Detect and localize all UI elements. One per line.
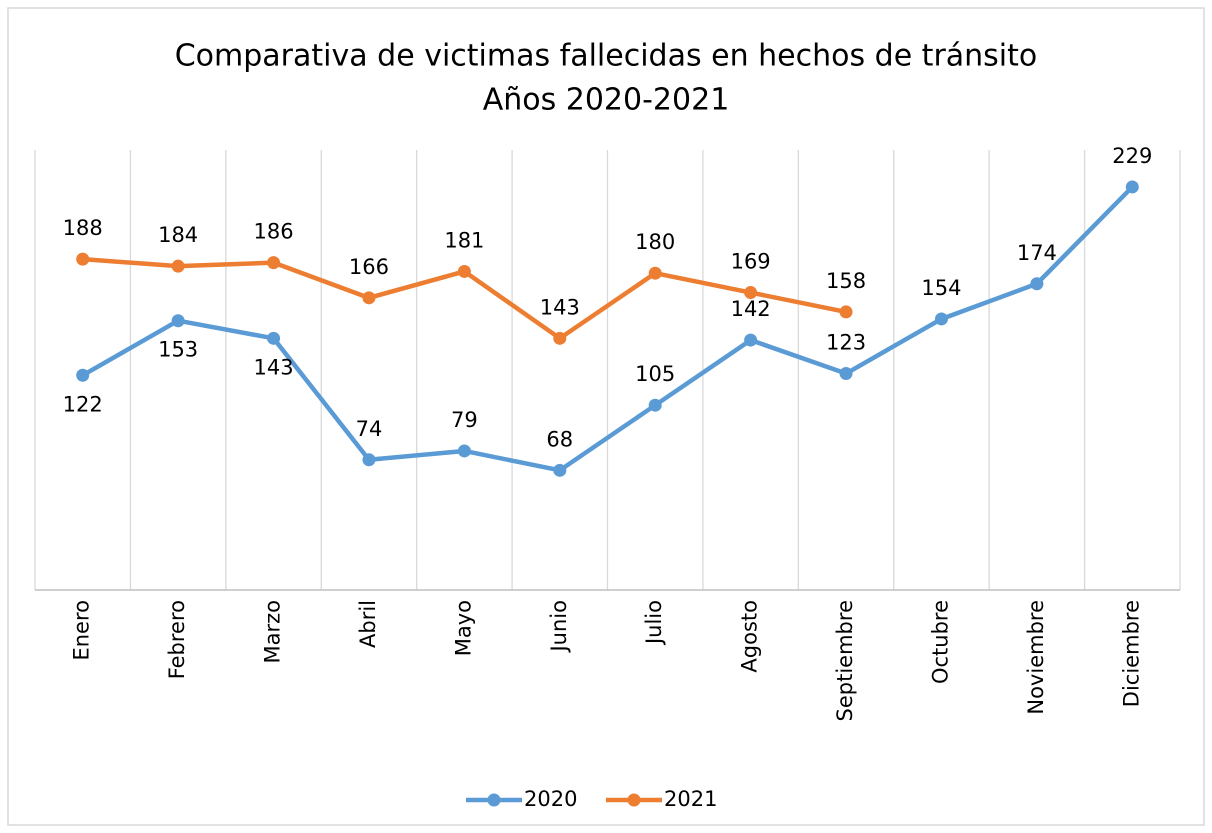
data-label: 186 — [253, 220, 293, 244]
point — [267, 331, 281, 345]
x-tick-label: Enero — [70, 600, 94, 661]
data-label: 188 — [63, 216, 103, 240]
data-label: 79 — [451, 408, 478, 432]
data-label: 229 — [1112, 144, 1152, 168]
data-label: 166 — [349, 255, 389, 279]
point — [839, 367, 853, 381]
data-label: 105 — [635, 362, 675, 386]
point — [553, 331, 567, 345]
point — [76, 368, 90, 382]
x-tick-label: Julio — [642, 600, 666, 646]
point — [648, 398, 662, 412]
data-label: 174 — [1017, 241, 1057, 265]
point — [267, 256, 281, 270]
x-tick-label: Diciembre — [1119, 600, 1143, 707]
point — [553, 463, 567, 477]
legend-label: 2020 — [524, 787, 577, 811]
x-tick-label: Noviembre — [1024, 600, 1048, 715]
x-tick-label: Octubre — [928, 600, 952, 684]
data-label: 123 — [826, 331, 866, 355]
data-label: 143 — [253, 355, 293, 379]
point — [934, 312, 948, 326]
point — [171, 259, 185, 273]
point — [171, 314, 185, 328]
point — [1030, 277, 1044, 291]
series-line — [81, 185, 1134, 473]
data-label: 184 — [158, 223, 198, 247]
legend-marker — [627, 793, 641, 807]
chart-subtitle: Años 2020-2021 — [483, 83, 730, 118]
data-label: 68 — [546, 427, 573, 451]
x-tick-label: Mayo — [451, 600, 475, 656]
point — [457, 444, 471, 458]
data-label: 169 — [731, 250, 771, 274]
data-label: 181 — [444, 228, 484, 252]
x-tick-label: Febrero — [165, 600, 189, 679]
data-label: 74 — [356, 417, 383, 441]
x-tick-label: Septiembre — [833, 600, 857, 721]
data-label: 142 — [731, 297, 771, 321]
point — [457, 264, 471, 278]
data-label: 158 — [826, 269, 866, 293]
legend-label: 2021 — [664, 787, 717, 811]
point — [839, 305, 853, 319]
chart-border — [7, 7, 1205, 826]
data-label: 180 — [635, 230, 675, 254]
point — [1125, 180, 1139, 194]
data-label: 143 — [540, 295, 580, 319]
data-label: 122 — [63, 392, 103, 416]
chart-title: Comparativa de victimas fallecidas en he… — [175, 39, 1038, 74]
data-label: 153 — [158, 338, 198, 362]
data-label: 154 — [921, 276, 961, 300]
x-tick-label: Junio — [547, 600, 571, 654]
point — [76, 252, 90, 266]
legend-marker — [487, 793, 501, 807]
x-tick-label: Marzo — [261, 600, 285, 664]
point — [362, 291, 376, 305]
point — [744, 333, 758, 347]
point — [362, 453, 376, 467]
point — [648, 266, 662, 280]
x-tick-label: Abril — [356, 600, 380, 648]
point — [744, 286, 758, 300]
x-tick-label: Agosto — [738, 600, 762, 673]
